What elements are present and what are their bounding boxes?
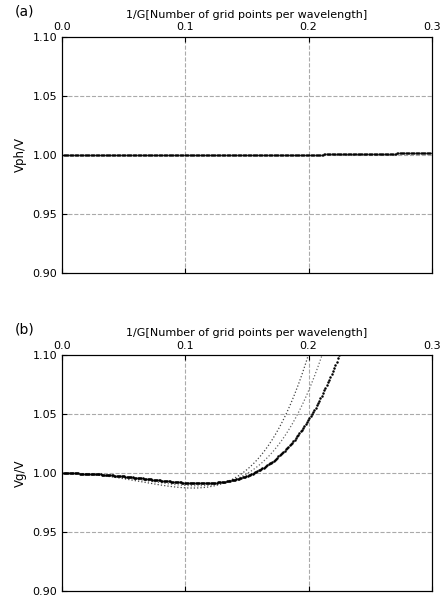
X-axis label: 1/G[Number of grid points per wavelength]: 1/G[Number of grid points per wavelength… — [126, 10, 368, 20]
Text: (a): (a) — [14, 4, 34, 18]
X-axis label: 1/G[Number of grid points per wavelength]: 1/G[Number of grid points per wavelength… — [126, 328, 368, 338]
Y-axis label: Vph/V: Vph/V — [14, 137, 27, 172]
Text: (b): (b) — [14, 323, 34, 336]
Y-axis label: Vg/V: Vg/V — [14, 460, 27, 487]
